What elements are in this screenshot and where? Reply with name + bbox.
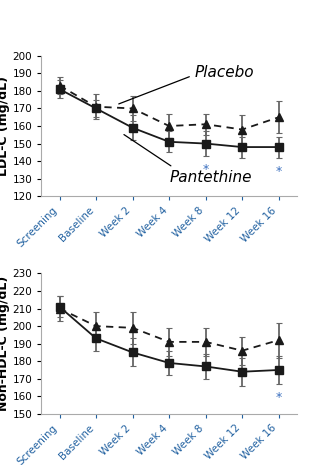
Text: *: * <box>276 391 282 404</box>
Y-axis label: Non-HDL-C (mg/dL): Non-HDL-C (mg/dL) <box>0 276 10 411</box>
Text: *: * <box>203 163 209 176</box>
Text: Pantethine: Pantethine <box>124 134 251 185</box>
Y-axis label: LDL-C (mg/dL): LDL-C (mg/dL) <box>0 76 10 176</box>
Text: *: * <box>276 165 282 178</box>
Text: Placebo: Placebo <box>119 65 254 104</box>
